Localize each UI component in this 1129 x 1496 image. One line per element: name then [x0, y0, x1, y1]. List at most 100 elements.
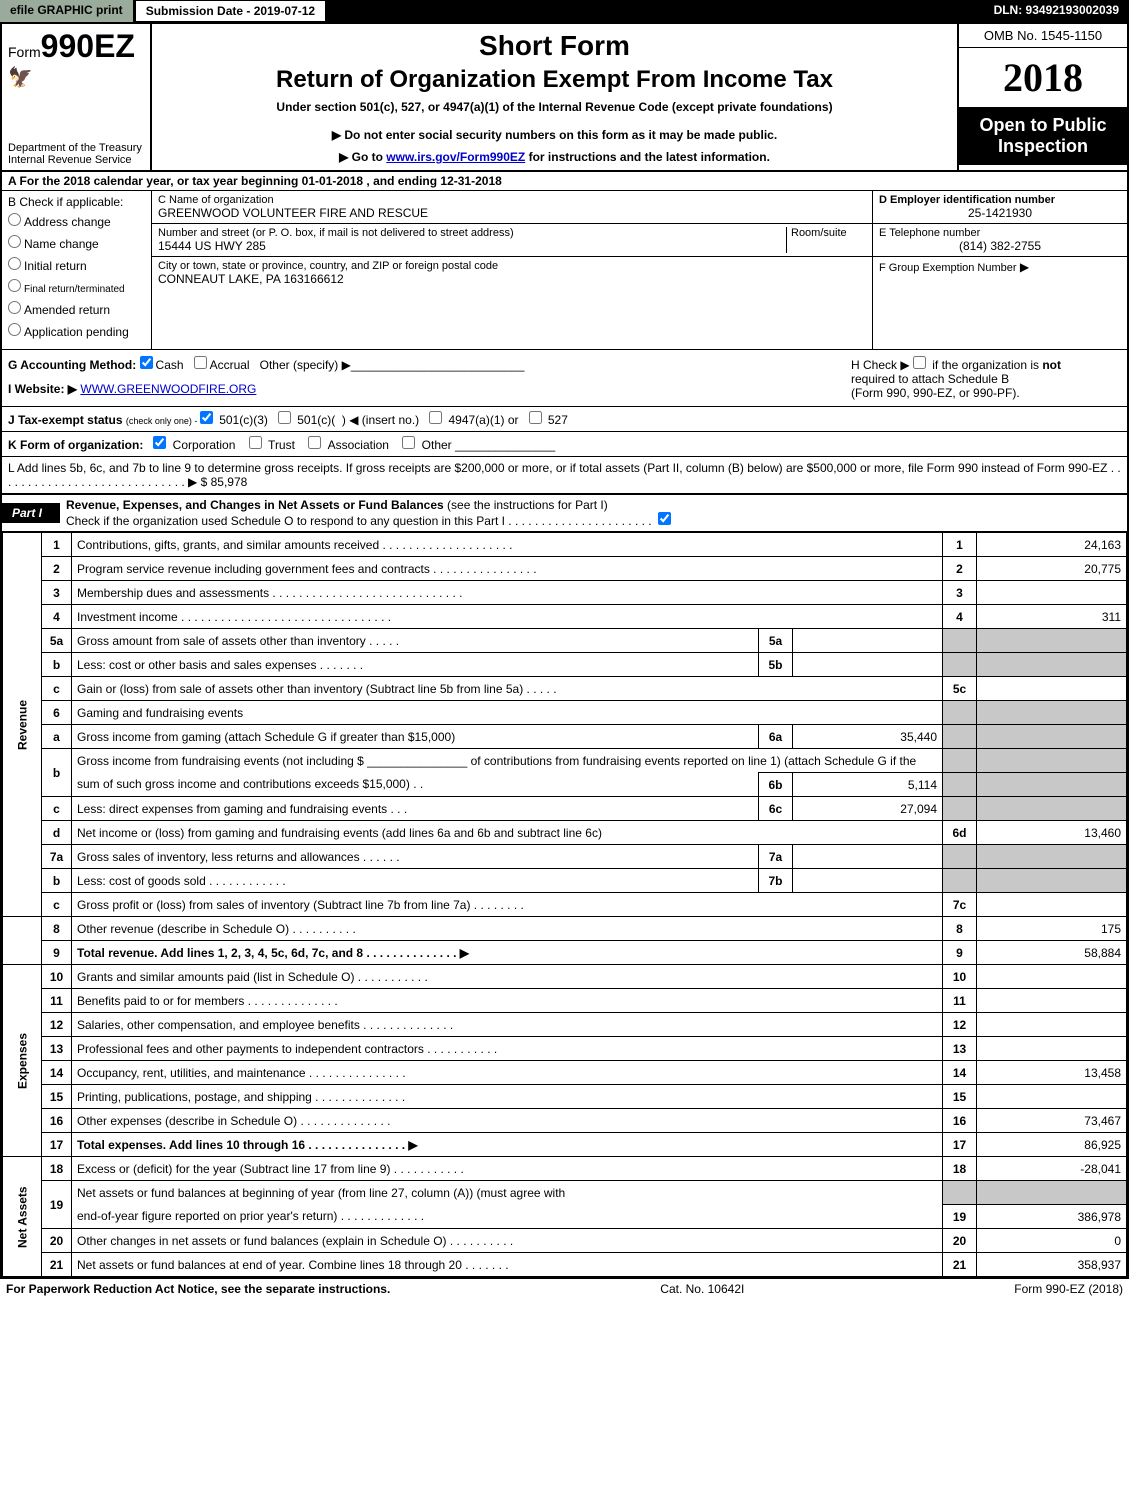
l6b-mid: 6b — [759, 773, 793, 797]
l7b-valg — [977, 869, 1127, 893]
l6c-midval: 27,094 — [793, 797, 943, 821]
l14-box: 14 — [943, 1061, 977, 1085]
website-link[interactable]: WWW.GREENWOODFIRE.ORG — [80, 382, 256, 396]
row-5a: 5a Gross amount from sale of assets othe… — [3, 629, 1127, 653]
l1-val: 24,163 — [977, 533, 1127, 557]
row-19: 19 Net assets or fund balances at beginn… — [3, 1181, 1127, 1205]
l6c-desc: Less: direct expenses from gaming and fu… — [72, 797, 759, 821]
ledger-table: Revenue 1 Contributions, gifts, grants, … — [2, 532, 1127, 1277]
l11-num: 11 — [42, 989, 72, 1013]
chk-h[interactable] — [913, 356, 926, 369]
chk-assoc[interactable] — [308, 436, 321, 449]
l4-num: 4 — [42, 605, 72, 629]
l13-box: 13 — [943, 1037, 977, 1061]
chk-527[interactable] — [529, 411, 542, 424]
l8-desc: Other revenue (describe in Schedule O) .… — [72, 917, 943, 941]
row-5c: c Gain or (loss) from sale of assets oth… — [3, 677, 1127, 701]
l-value: 85,978 — [211, 475, 248, 489]
l6c-num: c — [42, 797, 72, 821]
l4-box: 4 — [943, 605, 977, 629]
return-title: Return of Organization Exempt From Incom… — [162, 66, 947, 94]
l17-num: 17 — [42, 1133, 72, 1157]
l11-box: 11 — [943, 989, 977, 1013]
chk-501c3[interactable] — [200, 411, 213, 424]
chk-application-pending[interactable] — [8, 323, 21, 336]
part1-title: Revenue, Expenses, and Changes in Net As… — [66, 498, 444, 512]
topbar: efile GRAPHIC print Submission Date - 20… — [0, 0, 1129, 22]
c-addr-value: 15444 US HWY 285 — [158, 239, 786, 253]
l7a-desc: Gross sales of inventory, less returns a… — [72, 845, 759, 869]
chk-501c[interactable] — [278, 411, 291, 424]
submission-date: Submission Date - 2019-07-12 — [135, 0, 326, 22]
l21-desc: Net assets or fund balances at end of ye… — [72, 1253, 943, 1277]
col-b: B Check if applicable: Address change Na… — [2, 191, 152, 349]
l5b-midval — [793, 653, 943, 677]
row-2: 2 Program service revenue including gove… — [3, 557, 1127, 581]
l7a-mid: 7a — [759, 845, 793, 869]
chk-corp[interactable] — [153, 436, 166, 449]
lbl-address-change: Address change — [24, 215, 111, 229]
d-grp-arrow: ▶ — [1020, 260, 1029, 274]
goto-link[interactable]: www.irs.gov/Form990EZ — [386, 150, 525, 164]
l10-num: 10 — [42, 965, 72, 989]
l17-val: 86,925 — [977, 1133, 1127, 1157]
row-17: 17 Total expenses. Add lines 10 through … — [3, 1133, 1127, 1157]
l5b-mid: 5b — [759, 653, 793, 677]
l1-box: 1 — [943, 533, 977, 557]
l6b-desc2: sum of such gross income and contributio… — [72, 773, 759, 797]
l6a-boxg — [943, 725, 977, 749]
irs-label: Internal Revenue Service — [8, 154, 144, 166]
l1-num: 1 — [42, 533, 72, 557]
row-18: Net Assets 18 Excess or (deficit) for th… — [3, 1157, 1127, 1181]
omb-number: OMB No. 1545-1150 — [959, 24, 1127, 48]
chk-trust[interactable] — [249, 436, 262, 449]
chk-4947[interactable] — [429, 411, 442, 424]
l7c-num: c — [42, 893, 72, 917]
dept-label: Department of the Treasury — [8, 142, 144, 154]
chk-other-org[interactable] — [402, 436, 415, 449]
l5a-mid: 5a — [759, 629, 793, 653]
line-a-begin: 01-01-2018 — [302, 174, 363, 188]
chk-amended-return[interactable] — [8, 301, 21, 314]
part1-bar: Part I Revenue, Expenses, and Changes in… — [2, 495, 1127, 532]
lbl-amended-return: Amended return — [24, 303, 110, 317]
goto-pre: Go to — [352, 150, 387, 164]
chk-initial-return[interactable] — [8, 257, 21, 270]
l5a-midval — [793, 629, 943, 653]
l7a-boxg — [943, 845, 977, 869]
l7b-mid: 7b — [759, 869, 793, 893]
l2-num: 2 — [42, 557, 72, 581]
l16-desc: Other expenses (describe in Schedule O) … — [72, 1109, 943, 1133]
l18-box: 18 — [943, 1157, 977, 1181]
goto-line: ▶ Go to www.irs.gov/Form990EZ for instru… — [162, 150, 947, 164]
chk-accrual[interactable] — [194, 356, 207, 369]
row-19b: end-of-year figure reported on prior yea… — [3, 1205, 1127, 1229]
l10-val — [977, 965, 1127, 989]
l12-box: 12 — [943, 1013, 977, 1037]
row-6d: d Net income or (loss) from gaming and f… — [3, 821, 1127, 845]
chk-cash[interactable] — [140, 356, 153, 369]
h-text1: H Check ▶ — [851, 358, 910, 372]
chk-final-return[interactable] — [8, 279, 21, 292]
lbl-other: Other (specify) ▶ — [260, 358, 351, 372]
l6b-valg — [977, 749, 1127, 773]
l5a-valg — [977, 629, 1127, 653]
section-g-h: G Accounting Method: Cash Accrual Other … — [2, 350, 1127, 407]
chk-name-change[interactable] — [8, 235, 21, 248]
form-990ez: Form990EZ 🦅 Department of the Treasury I… — [0, 22, 1129, 1279]
row-6c: c Less: direct expenses from gaming and … — [3, 797, 1127, 821]
l6-boxg — [943, 701, 977, 725]
footer-mid: Cat. No. 10642I — [660, 1282, 744, 1296]
l17-desc: Total expenses. Add lines 10 through 16 … — [72, 1133, 943, 1157]
l7b-num: b — [42, 869, 72, 893]
l6b2-valg — [977, 773, 1127, 797]
l5b-desc: Less: cost or other basis and sales expe… — [72, 653, 759, 677]
chk-address-change[interactable] — [8, 213, 21, 226]
l6b-desc: Gross income from fundraising events (no… — [72, 749, 943, 773]
efile-print-button[interactable]: efile GRAPHIC print — [0, 0, 135, 22]
c-name-row: C Name of organization GREENWOOD VOLUNTE… — [152, 191, 872, 224]
row-1: Revenue 1 Contributions, gifts, grants, … — [3, 533, 1127, 557]
l21-num: 21 — [42, 1253, 72, 1277]
chk-schedule-o[interactable] — [658, 512, 671, 525]
part1-tab: Part I — [2, 503, 60, 523]
